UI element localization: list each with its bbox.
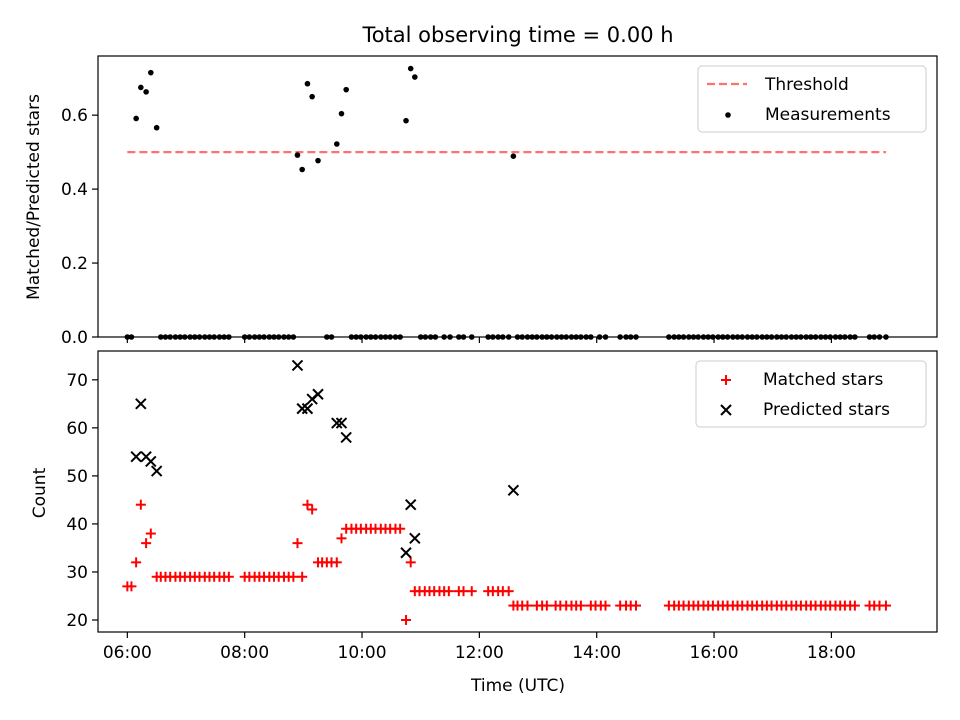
matched-star-point xyxy=(395,523,406,534)
predicted-star-point xyxy=(312,388,324,400)
matched-star-point xyxy=(880,600,891,611)
matched-star-point xyxy=(135,499,146,510)
measurement-point xyxy=(315,157,321,164)
ratio-y-tick-label: 0.0 xyxy=(61,328,88,348)
count-marks xyxy=(122,359,891,625)
predicted-star-point xyxy=(291,359,304,372)
ratio-legend-frame xyxy=(697,65,927,133)
matched-legend-swatch xyxy=(721,375,731,385)
measurements-legend-label: Measurements xyxy=(765,105,891,125)
measurement-point xyxy=(407,65,414,72)
matched-star-point xyxy=(575,600,586,611)
count-legend: Matched stars Predicted stars xyxy=(695,360,927,428)
matched-star-point xyxy=(307,504,318,515)
count-subplot: Count Time (UTC) 20 30 40 50 60 70 06:00 08:00 1… xyxy=(30,350,938,696)
measurement-point xyxy=(148,69,154,76)
matched-star-point xyxy=(292,538,303,549)
predicted-star-point xyxy=(405,499,417,511)
count-plot-frame xyxy=(97,350,938,633)
measurements-legend-swatch xyxy=(725,112,731,118)
measurement-point xyxy=(133,115,139,122)
count-y-tick-label: 40 xyxy=(66,515,88,535)
count-x-tick-label: 14:00 xyxy=(572,643,621,663)
measurement-point xyxy=(333,141,340,147)
matched-star-point xyxy=(131,557,142,568)
predicted-legend-marker xyxy=(720,404,732,416)
matched-star-point xyxy=(302,499,313,510)
matched-star-point xyxy=(336,533,347,544)
count-x-tick-label: 10:00 xyxy=(338,643,387,663)
x-axis-label-time: Time (UTC) xyxy=(470,676,565,696)
measurement-point xyxy=(403,117,409,124)
ratio-plot-frame xyxy=(97,55,938,338)
matched-star-point xyxy=(126,581,137,592)
ratio-y-ticks: 0.0 0.2 0.4 0.6 xyxy=(61,106,832,348)
measurement-point xyxy=(143,89,149,95)
predicted-star-point xyxy=(135,398,147,410)
ratio-y-tick-label: 0.4 xyxy=(61,180,88,200)
predicted-star-point xyxy=(335,417,348,429)
y-axis-label-count: Count xyxy=(30,467,50,518)
count-ticks: 20 30 40 50 60 70 06:00 08:00 10:00 12:00 14:00 16:… xyxy=(66,371,856,663)
ratio-y-tick-label: 0.6 xyxy=(61,106,88,126)
count-y-tick-label: 50 xyxy=(66,467,88,487)
count-x-tick-label: 06:00 xyxy=(103,643,152,663)
measurement-point xyxy=(299,166,305,173)
threshold-legend-label: Threshold xyxy=(764,75,849,95)
predicted-star-point xyxy=(400,547,412,559)
count-y-tick-label: 60 xyxy=(66,419,88,439)
predicted-star-point xyxy=(301,402,314,415)
matched-star-point xyxy=(600,600,611,611)
measurement-point xyxy=(412,74,418,80)
measurement-point xyxy=(294,152,301,158)
predicted-star-point xyxy=(409,532,421,545)
matched-legend-label: Matched stars xyxy=(763,370,883,390)
matched-star-point xyxy=(849,600,860,611)
predicted-star-point xyxy=(145,455,157,468)
matched-legend-marker xyxy=(721,375,731,385)
ratio-y-tick-label: 0.2 xyxy=(61,254,88,274)
matched-star-point xyxy=(522,600,533,611)
measurement-point xyxy=(338,110,345,117)
matched-star-point xyxy=(288,571,299,582)
predicted-star-point xyxy=(331,417,343,429)
count-y-tick-label: 30 xyxy=(66,563,88,583)
count-legend-frame xyxy=(695,360,927,428)
matched-star-point xyxy=(405,557,416,568)
matched-star-point xyxy=(631,600,642,611)
matched-star-point xyxy=(503,586,514,597)
predicted-legend-label: Predicted stars xyxy=(763,400,890,420)
measurement-point xyxy=(138,84,144,91)
count-x-tick-label: 18:00 xyxy=(807,643,856,663)
predicted-legend-swatch xyxy=(720,404,732,416)
measurement-point xyxy=(510,153,517,159)
predicted-star-point xyxy=(507,484,520,497)
matched-star-point xyxy=(401,614,412,625)
measurement-point xyxy=(304,80,311,87)
chart-title: Total observing time = 0.00 h xyxy=(361,23,673,47)
matched-star-point xyxy=(466,586,477,597)
measurement-point xyxy=(153,124,160,131)
count-x-tick-label: 08:00 xyxy=(220,643,269,663)
ratio-subplot: Total observing time = 0.00 h Matched/Pr… xyxy=(24,23,938,348)
count-y-tick-label: 70 xyxy=(66,371,88,391)
measurement-point xyxy=(343,86,349,93)
count-x-tick-label: 16:00 xyxy=(690,643,739,663)
count-x-tick-label: 12:00 xyxy=(455,643,504,663)
predicted-star-point xyxy=(340,431,352,444)
matched-star-point xyxy=(297,571,308,582)
matched-star-point xyxy=(141,538,152,549)
matched-star-point xyxy=(331,557,342,568)
matched-star-point xyxy=(541,600,552,611)
measurement-point xyxy=(309,93,315,100)
count-y-tick-label: 20 xyxy=(66,611,88,631)
matched-star-point xyxy=(145,528,156,539)
y-axis-label-ratio: Matched/Predicted stars xyxy=(24,94,44,300)
predicted-star-point xyxy=(130,450,142,463)
ratio-legend: Threshold Measurements xyxy=(697,65,927,133)
matched-star-point xyxy=(443,586,454,597)
predicted-star-point xyxy=(150,465,163,477)
matched-star-point xyxy=(223,571,234,582)
